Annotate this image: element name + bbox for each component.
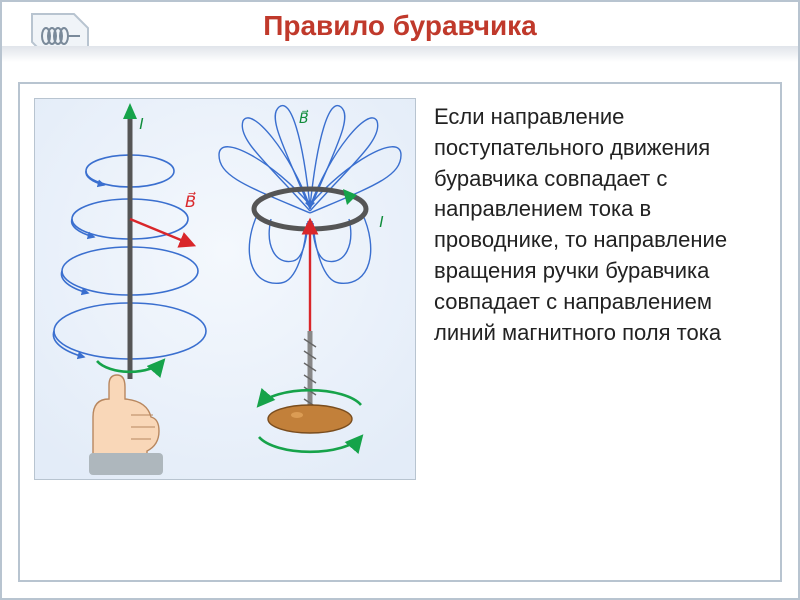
b-label-right: B⃗ (299, 109, 309, 126)
title-shadow (2, 46, 798, 62)
rule-diagram: I B⃗ (34, 98, 416, 480)
b-label-left: B⃗ (185, 191, 196, 211)
rule-text: Если направление поступательного движени… (434, 98, 766, 348)
page-title: Правило буравчика (2, 10, 798, 42)
current-label-left: I (139, 116, 144, 133)
current-label-right: I (379, 214, 384, 231)
content-panel: I B⃗ (18, 82, 782, 582)
